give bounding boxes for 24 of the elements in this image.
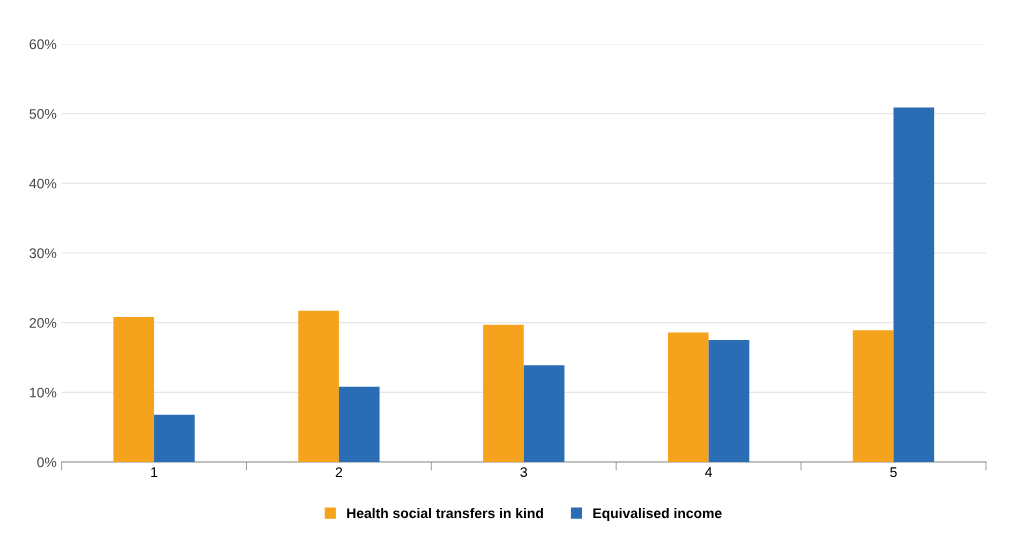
y-tick-label: 50%	[29, 109, 57, 119]
x-tick-label: 5	[890, 467, 897, 478]
bar	[893, 107, 935, 462]
bar	[667, 332, 709, 462]
x-tick-label: 2	[335, 467, 343, 477]
bar	[113, 317, 155, 462]
bar	[338, 386, 380, 462]
bar	[708, 340, 750, 462]
x-tick-label: 1	[151, 467, 158, 477]
y-tick-label: 20%	[29, 318, 57, 328]
legend-label: Equivalised income	[593, 507, 722, 521]
legend-label: Health social transfers in kind	[347, 507, 543, 519]
x-tick-label: 4	[705, 467, 713, 477]
bar	[298, 310, 339, 462]
y-tick-label: 30%	[29, 248, 57, 259]
y-tick-label: 0%	[37, 457, 57, 468]
y-tick-label: 60%	[29, 39, 57, 50]
x-tick-label: 3	[520, 467, 528, 478]
y-tick-label: 40%	[29, 178, 57, 189]
bar	[483, 324, 524, 462]
y-tick-label: 10%	[30, 387, 57, 398]
bar	[523, 365, 565, 462]
bar	[852, 330, 894, 462]
bar	[154, 414, 195, 462]
